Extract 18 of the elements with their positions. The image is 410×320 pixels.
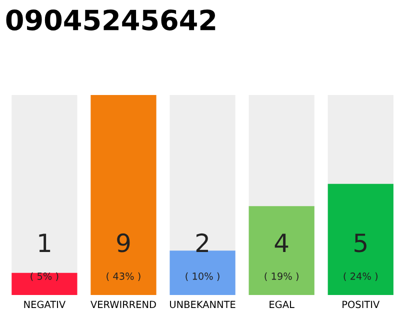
data-label: 2 <box>196 233 208 252</box>
x-tick-label: EGAL <box>270 300 294 308</box>
data-label: 4 <box>274 234 288 252</box>
annotation: ( 24% ) <box>344 272 378 282</box>
x-tick-label: POSITIV <box>342 300 380 308</box>
annotation: ( 10% ) <box>186 272 220 282</box>
annotation: ( 5% ) <box>30 272 58 282</box>
x-tick-label: VERWIRREND <box>90 300 156 308</box>
bar <box>12 272 78 296</box>
bar <box>170 250 236 296</box>
data-label: 1 <box>39 234 50 252</box>
data-label: 9 <box>117 233 130 252</box>
annotation: ( 43% ) <box>106 272 140 282</box>
annotation: ( 19% ) <box>264 272 298 282</box>
x-tick-label: UNBEKANNTE <box>170 300 236 308</box>
data-label: 5 <box>354 234 366 252</box>
x-tick-label: NEGATIV <box>24 300 66 308</box>
chart-title: 09045245642 <box>6 9 216 30</box>
